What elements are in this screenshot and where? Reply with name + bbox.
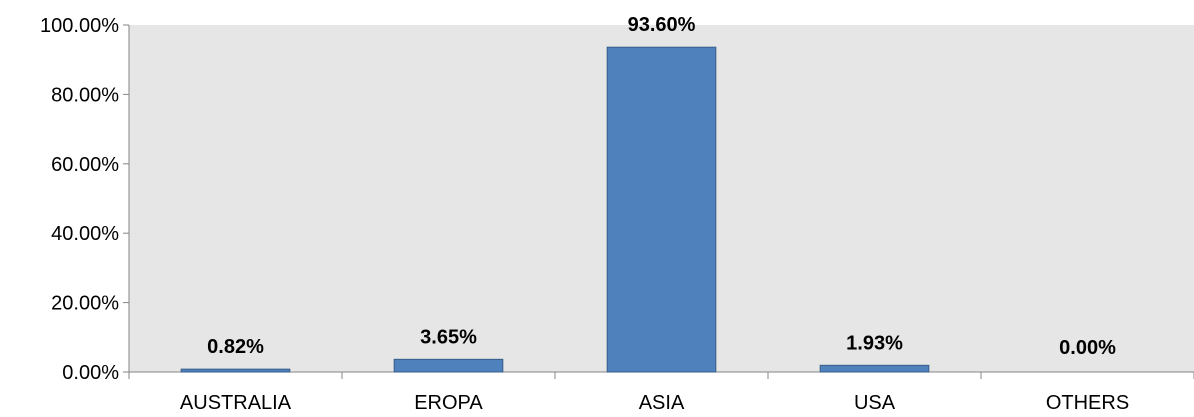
bar — [393, 358, 504, 373]
y-tick-label: 80.00% — [51, 84, 119, 106]
x-tick-label: ASIA — [639, 392, 685, 414]
x-tick-label: USA — [854, 392, 896, 414]
bar — [819, 364, 930, 373]
x-axis: AUSTRALIA EROPA ASIA USA OTHERS — [128, 371, 1194, 414]
y-tick-label: 100.00% — [40, 15, 119, 37]
data-label: 93.60% — [628, 14, 696, 36]
data-label: 3.65% — [420, 326, 477, 348]
data-label: 1.93% — [846, 332, 903, 354]
data-label: 0.00% — [1059, 337, 1116, 359]
data-labels: 0.82% 3.65% 93.60% 1.93% 0.00% — [207, 14, 1116, 359]
y-tick-label: 0.00% — [62, 362, 119, 384]
x-tick-label: OTHERS — [1046, 392, 1129, 414]
y-tick-label: 60.00% — [51, 154, 119, 176]
x-tick-label: AUSTRALIA — [180, 392, 292, 414]
x-tick-label: EROPA — [414, 392, 483, 414]
bars — [180, 46, 930, 373]
bar — [180, 368, 291, 373]
bar — [606, 46, 717, 373]
y-tick-label: 40.00% — [51, 223, 119, 245]
data-label: 0.82% — [207, 336, 264, 358]
y-axis: 0.00% 20.00% 40.00% 60.00% 80.00% 100.00% — [40, 15, 130, 384]
y-tick-label: 20.00% — [51, 293, 119, 315]
